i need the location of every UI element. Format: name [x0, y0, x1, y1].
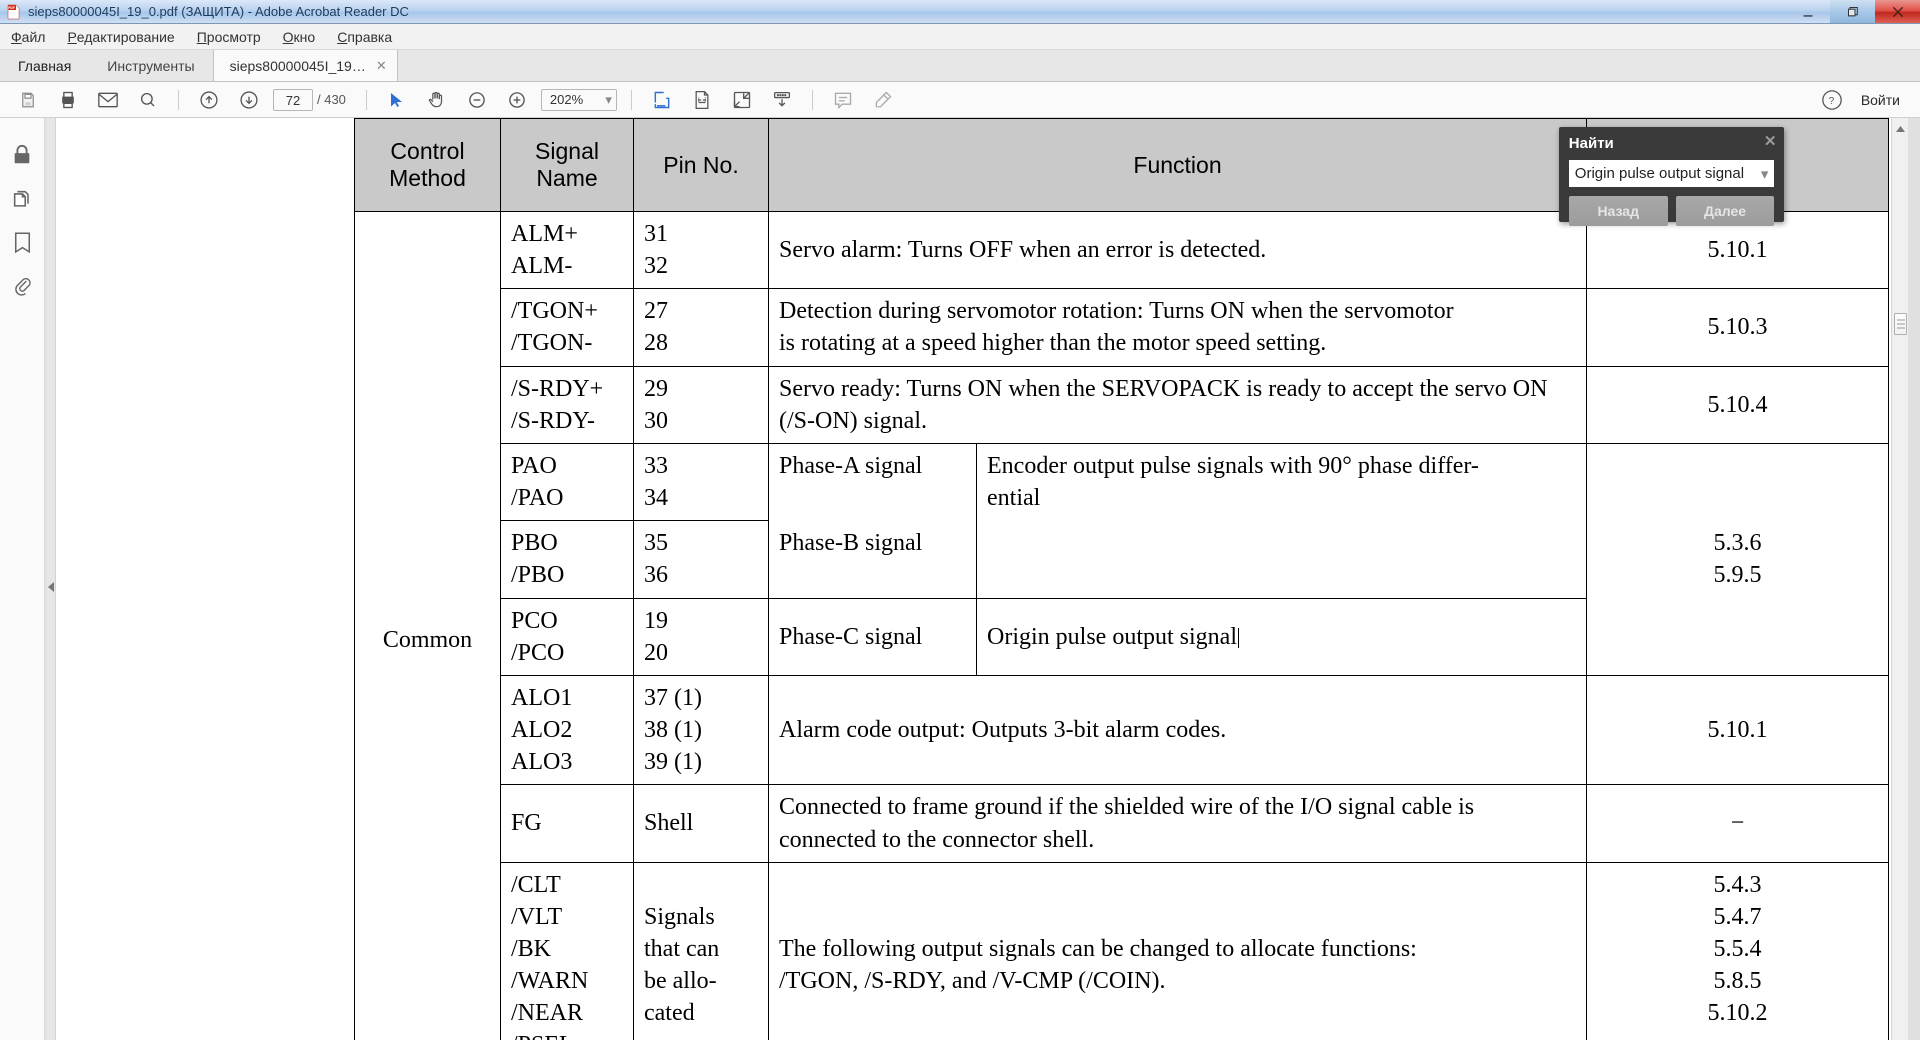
svg-text:PDF: PDF: [8, 6, 14, 10]
svg-text:?: ?: [1828, 96, 1834, 107]
